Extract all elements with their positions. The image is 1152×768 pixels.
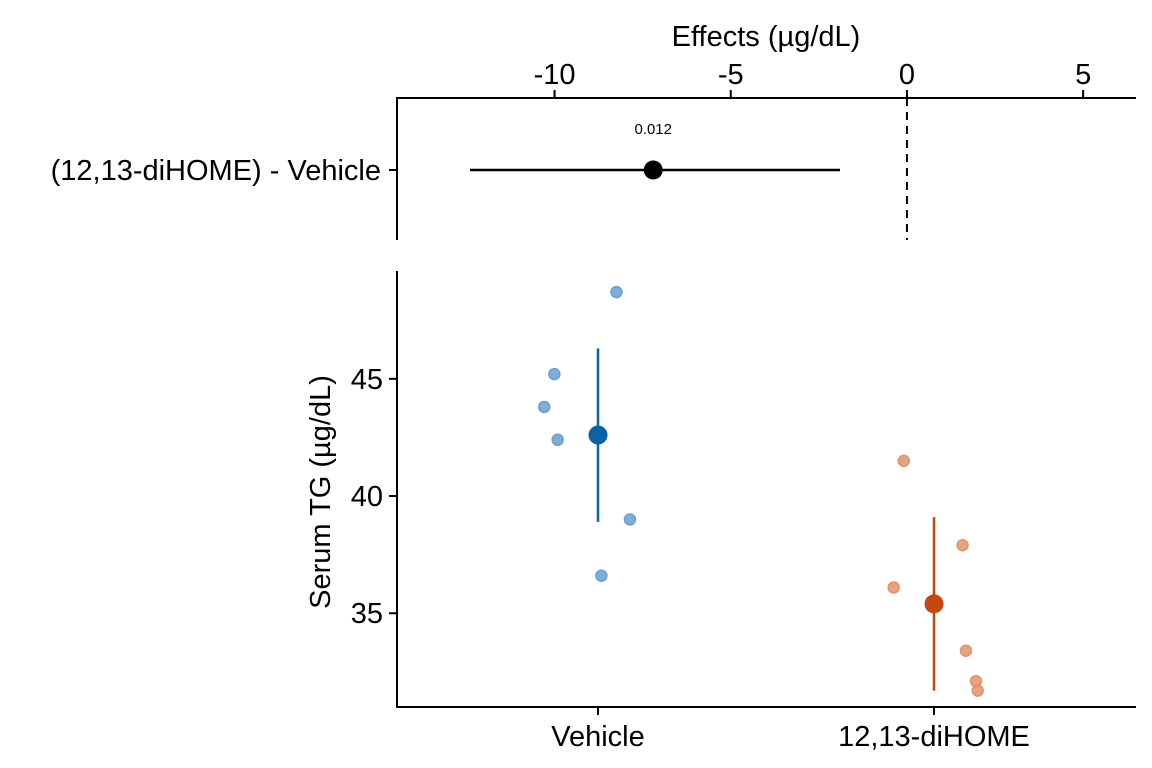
raw-y-tick-label: 40 xyxy=(351,481,383,513)
raw-groups xyxy=(537,285,984,697)
raw-mean-point xyxy=(924,594,944,614)
effects-estimate-point xyxy=(643,160,663,180)
raw-data-point xyxy=(537,400,551,414)
effects-x-tick-label: 5 xyxy=(1075,59,1091,91)
effects-x-axis-title: Effects (µg/dL) xyxy=(672,21,861,53)
raw-data-point xyxy=(623,513,637,526)
raw-data-point xyxy=(959,644,973,657)
raw-data-point xyxy=(971,684,984,697)
raw-panel: Serum TG (µg/dL) 35 40 45 Vehicle 12,13-diH… xyxy=(305,271,1136,753)
raw-data-point xyxy=(887,581,900,594)
effects-panel: Effects (µg/dL) -10 -5 0 5 (12,13-diHOME) -… xyxy=(51,21,1136,240)
raw-x-tick-label: Vehicle xyxy=(551,721,645,753)
raw-y-tick-label: 45 xyxy=(351,364,383,396)
raw-y-tick-label: 35 xyxy=(351,598,383,630)
effects-row-label: (12,13-diHOME) - Vehicle xyxy=(51,155,381,187)
effects-x-tick-label: 0 xyxy=(899,59,915,91)
raw-y-axis-title: Serum TG (µg/dL) xyxy=(305,375,337,609)
raw-data-point xyxy=(610,285,623,299)
raw-data-point xyxy=(956,539,969,552)
effects-x-tick-label: -10 xyxy=(534,59,576,91)
raw-x-ticks: Vehicle 12,13-diHOME xyxy=(551,707,1030,753)
effects-rows: (12,13-diHOME) - Vehicle 0.012 xyxy=(51,121,840,187)
effects-x-ticks: -10 -5 0 5 xyxy=(534,59,1091,98)
raw-data-point xyxy=(551,433,564,447)
effects-x-tick-label: -5 xyxy=(718,59,744,91)
raw-data-point xyxy=(595,569,608,582)
raw-x-tick-label: 12,13-diHOME xyxy=(838,721,1030,753)
raw-data-point xyxy=(548,367,561,381)
raw-data-point xyxy=(897,454,911,468)
effects-p-value-label: 0.012 xyxy=(634,121,672,138)
raw-y-ticks: 35 40 45 xyxy=(351,364,397,630)
raw-mean-point xyxy=(588,425,608,445)
